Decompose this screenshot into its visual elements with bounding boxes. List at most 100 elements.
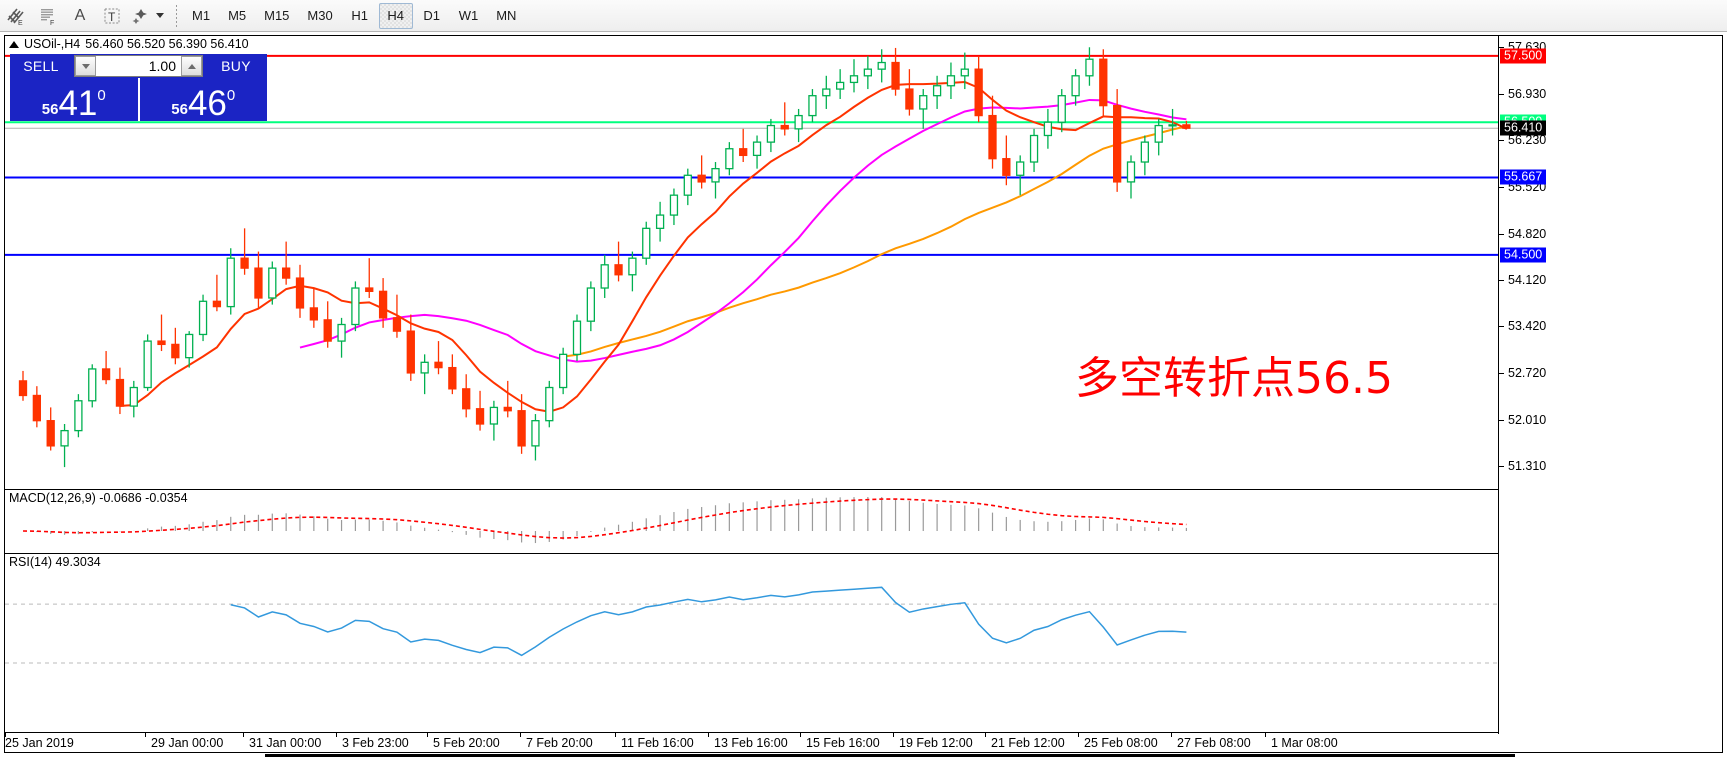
ma-slow-line: [563, 125, 1187, 358]
volume-increase-button[interactable]: [181, 56, 202, 76]
time-tick-2: [243, 733, 244, 737]
svg-text:E: E: [18, 20, 23, 26]
time-label-13: 1 Mar 08:00: [1271, 736, 1338, 750]
sell-price-main: 41: [58, 83, 98, 123]
timeframe-h1[interactable]: H1: [351, 8, 369, 23]
svg-text:F: F: [50, 20, 54, 26]
timeframe-m15[interactable]: M15: [264, 8, 290, 23]
bid-price-tag[interactable]: 56.410: [1500, 120, 1547, 136]
chart-window: USOil-,H4 56.460 56.520 56.390 56.410 SE…: [4, 35, 1723, 753]
time-label-6: 11 Feb 16:00: [621, 736, 694, 750]
objects-dropdown-caret-icon[interactable]: [156, 13, 164, 18]
time-tick-7: [708, 733, 709, 737]
time-tick-11: [1078, 733, 1079, 737]
price-scale[interactable]: 57.630 56.930 56.230 55.520 54.820 54.120 53.4…: [1498, 36, 1722, 734]
time-label-1: 29 Jan 00:00: [151, 736, 224, 750]
time-tick-10: [985, 733, 986, 737]
main-toolbar: E F A T M1 M5 M15 M30 H1: [0, 0, 1727, 32]
timeframe-m5[interactable]: M5: [228, 8, 247, 23]
chart-annotation-text: 多空转折点56.5: [1075, 353, 1393, 404]
rsi-line: [230, 586, 1187, 657]
timeframe-m1[interactable]: M1: [192, 8, 211, 23]
price-tick-56-23: 56.230: [1499, 133, 1546, 147]
macd-signal-line: [22, 498, 1187, 539]
price-tick-54-12: 54.120: [1499, 273, 1546, 287]
time-tick-8: [800, 733, 801, 737]
volume-stepper[interactable]: 1.00: [74, 55, 203, 77]
one-click-trading-panel[interactable]: SELL 1.00 BUY 56 41 0 56 46 0: [10, 54, 267, 121]
time-tick-13: [1265, 733, 1266, 737]
rsi-label: RSI(14) 49.3034: [9, 555, 101, 569]
macd-label: MACD(12,26,9) -0.0686 -0.0354: [9, 491, 188, 505]
price-tick-54-82: 54.820: [1499, 227, 1546, 241]
ma-mid-line: [299, 98, 1187, 363]
sell-price-display[interactable]: 56 41 0: [10, 78, 138, 121]
macd-histogram: [36, 497, 1188, 544]
time-tick-12: [1171, 733, 1172, 737]
toolbar-separator: [176, 4, 177, 27]
sell-price-prefix: 56: [41, 101, 59, 118]
indicators-icon[interactable]: F: [32, 1, 64, 31]
sell-price-superscript: 0: [97, 87, 106, 104]
symbol-header: USOil-,H4 56.460 56.520 56.390 56.410: [5, 36, 249, 52]
rsi-canvas: [5, 586, 1498, 664]
price-tick-52-72: 52.720: [1499, 366, 1546, 380]
symbol-ohlc: 56.460 56.520 56.390 56.410: [85, 37, 249, 51]
time-scale[interactable]: 25 Jan 2019 29 Jan 00:00 31 Jan 00:00 3 Feb…: [5, 732, 1498, 752]
time-label-3: 3 Feb 23:00: [342, 736, 409, 750]
time-label-5: 7 Feb 20:00: [526, 736, 593, 750]
time-tick-5: [520, 733, 521, 737]
price-chart-canvas[interactable]: [5, 36, 1498, 487]
text-object-icon[interactable]: T: [96, 1, 128, 31]
support-tag-2[interactable]: 54.500: [1500, 247, 1547, 263]
objects-icon[interactable]: [128, 1, 154, 31]
timeframe-m30[interactable]: M30: [307, 8, 333, 23]
collapse-arrow-icon[interactable]: [9, 40, 19, 48]
time-tick-6: [615, 733, 616, 737]
trade-panel-prices: 56 41 0 56 46 0: [10, 78, 267, 121]
svg-text:T: T: [108, 10, 116, 24]
buy-button[interactable]: BUY: [205, 54, 267, 78]
time-tick-9: [893, 733, 894, 737]
time-label-4: 5 Feb 20:00: [433, 736, 500, 750]
macd-pane[interactable]: MACD(12,26,9) -0.0686 -0.0354: [5, 489, 1498, 552]
price-tick-56-93: 56.930: [1499, 87, 1546, 101]
time-label-11: 25 Feb 08:00: [1084, 736, 1158, 750]
volume-decrease-button[interactable]: [75, 56, 96, 76]
chevron-down-icon: [81, 63, 90, 69]
macd-canvas: [22, 497, 1188, 544]
time-label-0: 25 Jan 2019: [5, 736, 74, 750]
timeframe-d1[interactable]: D1: [423, 8, 441, 23]
time-tick-3: [336, 733, 337, 737]
time-label-10: 21 Feb 12:00: [991, 736, 1065, 750]
time-label-12: 27 Feb 08:00: [1177, 736, 1251, 750]
support-tag-1[interactable]: 55.667: [1500, 169, 1547, 185]
horizontal-scrollbar-thumb[interactable]: [265, 754, 1515, 757]
time-label-8: 15 Feb 16:00: [806, 736, 880, 750]
rsi-pane[interactable]: RSI(14) 49.3034: [5, 553, 1498, 734]
time-tick-0: [5, 733, 6, 737]
horizontal-scrollbar[interactable]: [0, 753, 1727, 757]
templates-icon[interactable]: E: [0, 1, 32, 31]
timeframe-h4[interactable]: H4: [378, 2, 413, 29]
time-label-7: 13 Feb 16:00: [714, 736, 788, 750]
time-label-9: 19 Feb 12:00: [899, 736, 973, 750]
chevron-up-icon: [187, 63, 196, 69]
price-tick-52-01: 52.010: [1499, 413, 1546, 427]
trade-panel-top-row: SELL 1.00 BUY: [10, 54, 267, 78]
buy-price-superscript: 0: [226, 87, 236, 104]
time-tick-4: [427, 733, 428, 737]
buy-price-display[interactable]: 56 46 0: [137, 78, 268, 123]
volume-input[interactable]: 1.00: [96, 56, 181, 76]
sell-button[interactable]: SELL: [10, 54, 72, 78]
ma-fast-line: [119, 80, 1187, 413]
timeframe-mn[interactable]: MN: [496, 8, 517, 23]
buy-price-main: 46: [187, 83, 227, 123]
text-label-icon[interactable]: A: [74, 6, 86, 24]
symbol-name: USOil-,H4: [24, 37, 81, 51]
timeframe-w1[interactable]: W1: [458, 8, 479, 23]
time-label-2: 31 Jan 00:00: [249, 736, 322, 750]
price-tick-53-42: 53.420: [1499, 319, 1546, 333]
buy-price-prefix: 56: [171, 101, 188, 118]
resistance-tag[interactable]: 57.500: [1500, 48, 1547, 64]
